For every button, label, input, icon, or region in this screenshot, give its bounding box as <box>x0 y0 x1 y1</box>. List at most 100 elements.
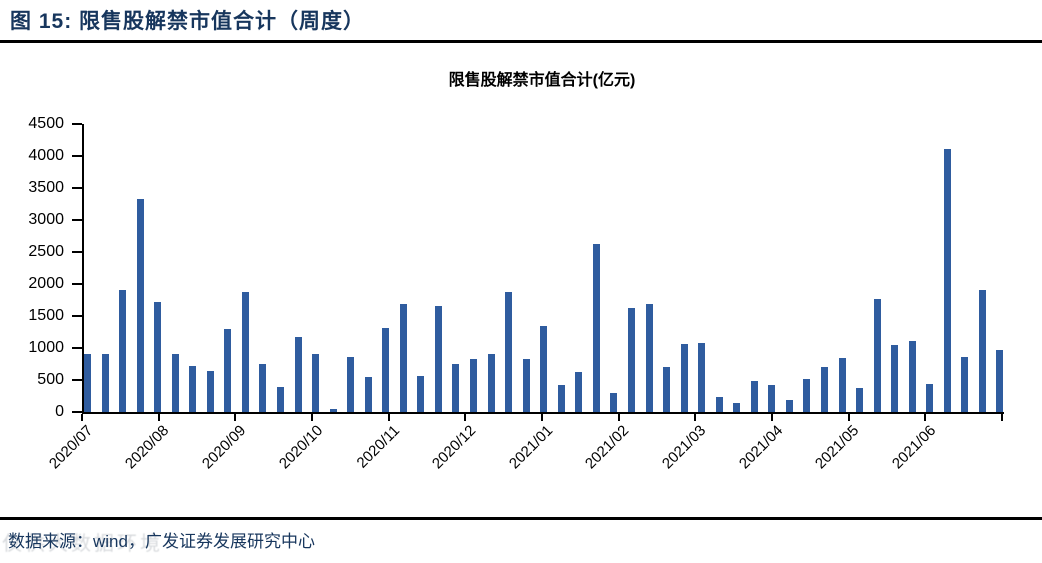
bar <box>996 349 1004 412</box>
bar <box>364 377 372 412</box>
x-tick <box>157 414 160 421</box>
x-tick-label: 2020/10 <box>275 422 327 473</box>
y-axis-labels: 0 500 1000 1500 2000 2500 3000 3500 4000 4500 <box>0 115 64 420</box>
x-axis-labels: 2020/07 2020/08 2020/09 2020/10 2020/11 2020/… <box>0 422 1042 492</box>
bar <box>505 291 513 412</box>
bar <box>101 354 109 412</box>
bar <box>698 342 706 412</box>
bar <box>715 397 723 412</box>
bar <box>961 356 969 412</box>
bar <box>838 357 846 412</box>
bar <box>399 304 407 412</box>
bar <box>820 366 828 412</box>
bar <box>785 400 793 412</box>
bar <box>487 354 495 412</box>
bar <box>680 343 688 412</box>
bar <box>84 354 91 412</box>
x-tick-label: 2021/02 <box>582 422 633 473</box>
y-tick-label: 1500 <box>28 307 64 324</box>
bar <box>119 290 127 412</box>
bar <box>294 337 302 412</box>
bar <box>908 340 916 412</box>
x-tick <box>234 414 237 421</box>
x-tick <box>771 414 773 421</box>
bar <box>978 289 986 412</box>
y-tick <box>72 379 82 381</box>
bar <box>856 388 864 412</box>
bar <box>452 364 460 412</box>
bar <box>610 392 618 412</box>
bottom-divider <box>0 517 1042 520</box>
x-tick <box>847 414 850 421</box>
x-tick <box>541 414 543 421</box>
bar <box>873 298 881 412</box>
bar <box>926 384 934 412</box>
bar <box>592 243 600 412</box>
plot-area <box>82 124 1004 414</box>
y-tick <box>72 123 82 125</box>
bar <box>224 329 232 412</box>
bar <box>154 301 162 412</box>
bar <box>768 385 776 412</box>
y-tick <box>72 219 82 221</box>
bar <box>259 364 267 412</box>
x-tick-label: 2021/04 <box>735 422 787 473</box>
y-tick-label: 2000 <box>28 275 64 292</box>
x-tick-label: 2020/08 <box>122 422 173 473</box>
y-tick-label: 500 <box>37 371 64 388</box>
x-tick <box>924 414 927 421</box>
y-tick <box>72 187 82 189</box>
bar <box>206 371 214 412</box>
bar <box>733 403 741 412</box>
x-tick <box>617 414 620 421</box>
chart-title: 限售股解禁市值合计(亿元) <box>448 72 636 89</box>
y-axis-ticks <box>72 123 82 413</box>
y-tick-label: 4000 <box>28 147 64 164</box>
x-tick <box>387 414 390 421</box>
bar <box>241 291 249 412</box>
bar <box>540 326 548 412</box>
x-tick-label: 2020/09 <box>198 422 250 473</box>
bar <box>557 385 565 412</box>
bar <box>189 365 197 412</box>
x-tick <box>1001 414 1003 421</box>
x-tick-label: 2021/03 <box>658 422 710 473</box>
y-tick-label: 3000 <box>28 211 64 228</box>
bar <box>171 354 179 412</box>
bar <box>891 344 899 412</box>
x-tick <box>464 414 467 421</box>
bar <box>803 379 811 412</box>
bar <box>575 371 583 412</box>
x-tick-label: 2021/06 <box>888 422 940 473</box>
bars <box>84 124 1004 412</box>
top-divider <box>0 40 1042 43</box>
figure-caption: 图 15: 限售股解禁市值合计（周度） <box>10 10 366 33</box>
x-tick-label: 2020/11 <box>353 422 403 472</box>
data-source: 数据来源：wind，广发证券发展研究中心 <box>8 532 315 551</box>
y-tick-label: 1000 <box>28 339 64 356</box>
y-tick-label: 2500 <box>28 243 64 260</box>
bar <box>434 306 442 412</box>
x-tick-label: 2021/01 <box>505 422 557 473</box>
x-tick-label: 2020/07 <box>45 422 97 473</box>
bar <box>943 148 951 412</box>
y-tick <box>72 155 82 157</box>
bar <box>347 356 355 412</box>
footer: 仅供大数据环境 数据来源：wind，广发证券发展研究中心 <box>2 527 315 555</box>
y-tick-label: 4500 <box>28 115 64 132</box>
bar <box>522 358 530 412</box>
bar <box>136 198 144 412</box>
bar <box>417 375 425 412</box>
bar <box>663 367 671 412</box>
x-tick-label: 2021/05 <box>812 422 863 473</box>
x-tick-label: 2020/12 <box>428 422 480 473</box>
x-tick <box>311 414 313 421</box>
bar <box>645 304 653 412</box>
bar <box>470 358 478 412</box>
bar <box>312 353 320 412</box>
y-tick-label: 0 <box>55 403 64 420</box>
y-tick <box>72 411 82 413</box>
y-tick <box>72 251 82 253</box>
bar <box>750 381 758 412</box>
